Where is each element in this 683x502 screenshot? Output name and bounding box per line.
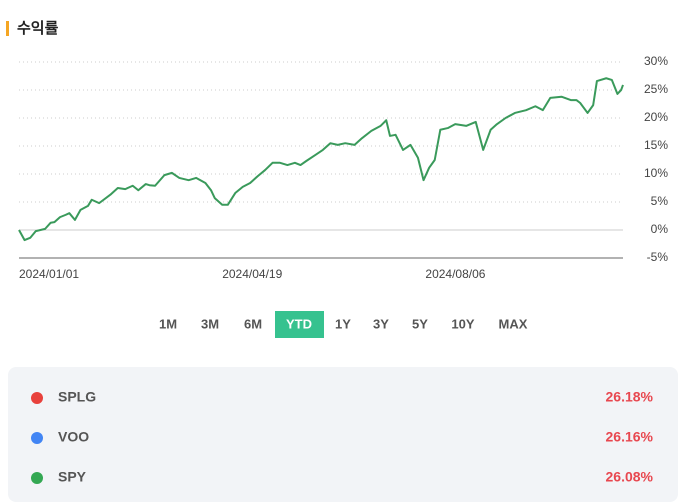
x-tick-label: 2024/04/19 <box>222 267 282 281</box>
y-tick-label: 5% <box>651 194 669 208</box>
period-button[interactable]: 5Y <box>412 316 428 331</box>
x-tick-label: 2024/01/01 <box>19 267 79 281</box>
period-button[interactable]: YTD <box>286 316 312 331</box>
period-button[interactable]: 3Y <box>373 316 389 331</box>
fund-return: 26.16% <box>606 429 654 445</box>
returns-panel <box>8 367 678 502</box>
period-button[interactable]: 1Y <box>335 316 351 331</box>
legend-dot <box>31 392 43 404</box>
fund-return: 26.08% <box>606 469 654 485</box>
y-tick-label: 25% <box>644 82 668 96</box>
y-tick-label: -5% <box>647 250 669 264</box>
section-title: 수익률 <box>17 19 59 37</box>
y-tick-label: 30% <box>644 54 668 68</box>
y-tick-label: 10% <box>644 166 668 180</box>
period-button[interactable]: 3M <box>201 316 219 331</box>
period-button-active <box>275 311 324 338</box>
period-button[interactable]: 6M <box>244 316 262 331</box>
period-button[interactable]: MAX <box>499 316 528 331</box>
return-line <box>18 77 624 242</box>
y-tick-label: 0% <box>651 222 669 236</box>
fund-name: SPLG <box>58 389 96 405</box>
legend-dot <box>31 472 43 484</box>
fund-return: 26.18% <box>606 389 654 405</box>
fund-name: VOO <box>58 429 89 445</box>
legend-dot <box>31 432 43 444</box>
y-tick-label: 15% <box>644 138 668 152</box>
period-button[interactable]: 1M <box>159 316 177 331</box>
period-button[interactable]: 10Y <box>451 316 474 331</box>
title-accent <box>6 21 9 36</box>
fund-name: SPY <box>58 469 87 485</box>
x-tick-label: 2024/08/06 <box>425 267 485 281</box>
y-tick-label: 20% <box>644 110 668 124</box>
